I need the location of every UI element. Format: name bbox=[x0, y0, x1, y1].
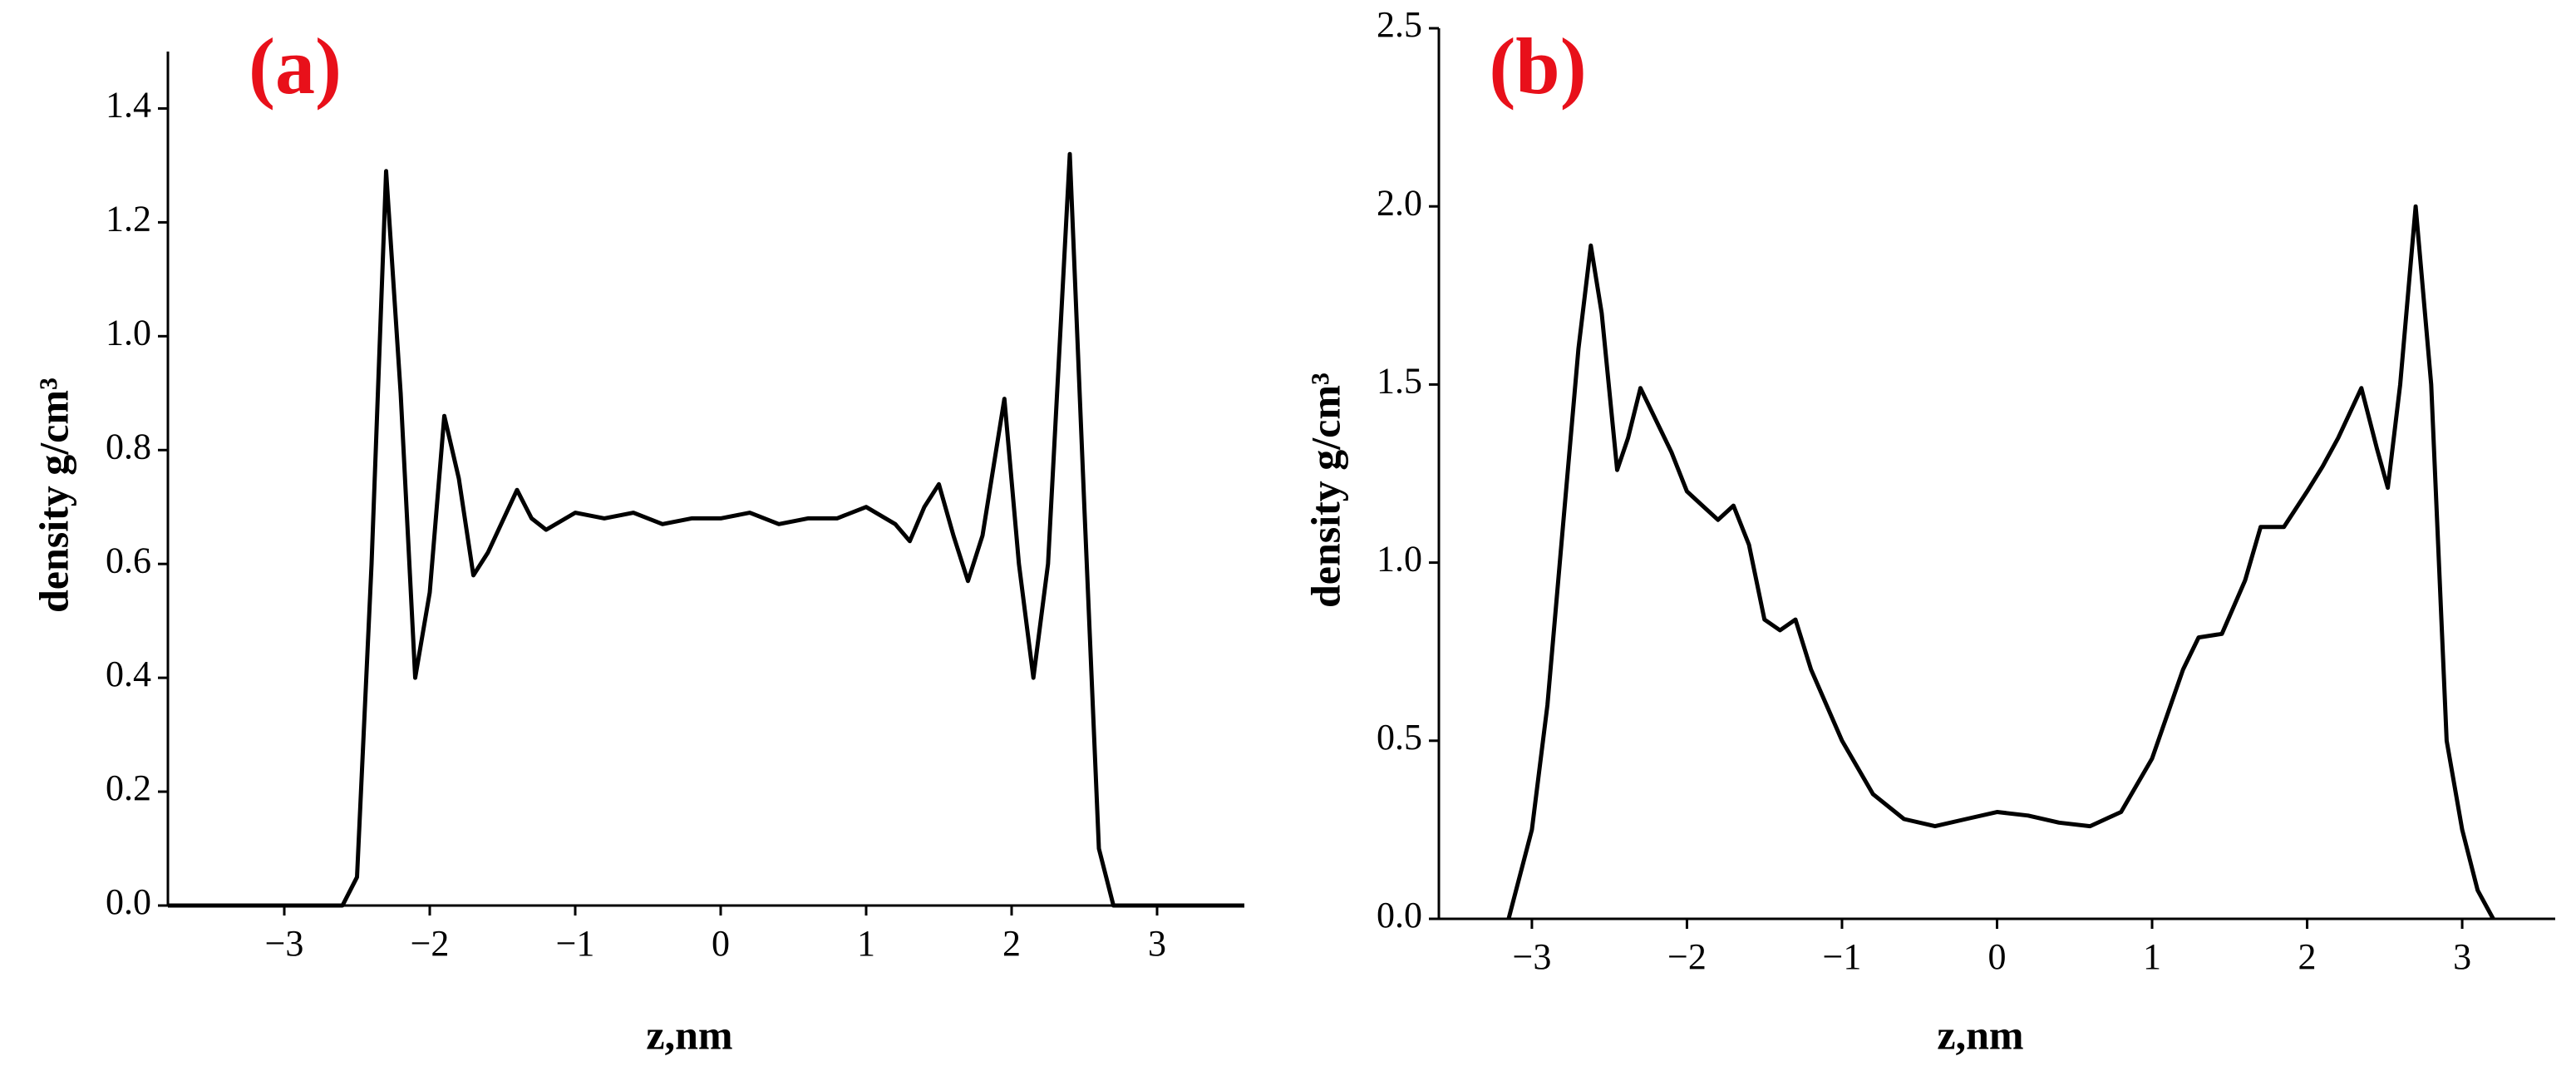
panel-title: (a) bbox=[249, 22, 342, 111]
x-tick-label: 2 bbox=[2298, 936, 2317, 977]
x-tick-label: −1 bbox=[1823, 936, 1862, 977]
y-tick-label: 0.6 bbox=[106, 540, 151, 580]
y-tick-label: 1.2 bbox=[106, 198, 151, 239]
x-tick-label: −2 bbox=[1667, 936, 1707, 977]
panel-title: (b) bbox=[1489, 22, 1586, 111]
y-tick-label: 2.0 bbox=[1377, 182, 1422, 223]
x-tick-label: 1 bbox=[2143, 936, 2161, 977]
y-tick-label: 0.8 bbox=[106, 426, 151, 466]
y-tick-label: 0.0 bbox=[106, 881, 151, 922]
x-axis-label: z,nm bbox=[1937, 1011, 2023, 1058]
y-tick-label: 1.5 bbox=[1377, 360, 1422, 401]
y-tick-label: 1.0 bbox=[1377, 539, 1422, 580]
y-tick-label: 2.5 bbox=[1377, 4, 1422, 45]
x-tick-label: −2 bbox=[411, 923, 450, 964]
x-tick-label: 3 bbox=[2453, 936, 2471, 977]
x-tick-label: −3 bbox=[265, 923, 304, 964]
x-tick-label: 1 bbox=[857, 923, 875, 964]
x-tick-label: −3 bbox=[1513, 936, 1552, 977]
x-tick-label: 0 bbox=[712, 923, 730, 964]
y-tick-label: 1.0 bbox=[106, 312, 151, 353]
data-line bbox=[1506, 204, 2495, 920]
x-tick-label: 3 bbox=[1148, 923, 1166, 964]
x-axis-label: z,nm bbox=[646, 1011, 732, 1058]
y-axis-label: density g/cm³ bbox=[1302, 373, 1348, 608]
x-tick-label: 0 bbox=[1988, 936, 2007, 977]
y-tick-label: 0.0 bbox=[1377, 895, 1422, 935]
y-axis-label: density g/cm³ bbox=[30, 378, 76, 613]
x-tick-label: 2 bbox=[1002, 923, 1021, 964]
y-tick-label: 0.2 bbox=[106, 767, 151, 808]
y-tick-label: 0.4 bbox=[106, 654, 151, 694]
x-tick-label: −1 bbox=[556, 923, 595, 964]
y-tick-label: 0.5 bbox=[1377, 717, 1422, 758]
y-tick-label: 1.4 bbox=[106, 85, 151, 126]
data-line bbox=[168, 151, 1244, 908]
